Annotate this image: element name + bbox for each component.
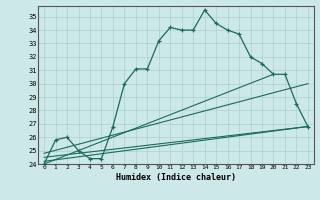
X-axis label: Humidex (Indice chaleur): Humidex (Indice chaleur) — [116, 173, 236, 182]
